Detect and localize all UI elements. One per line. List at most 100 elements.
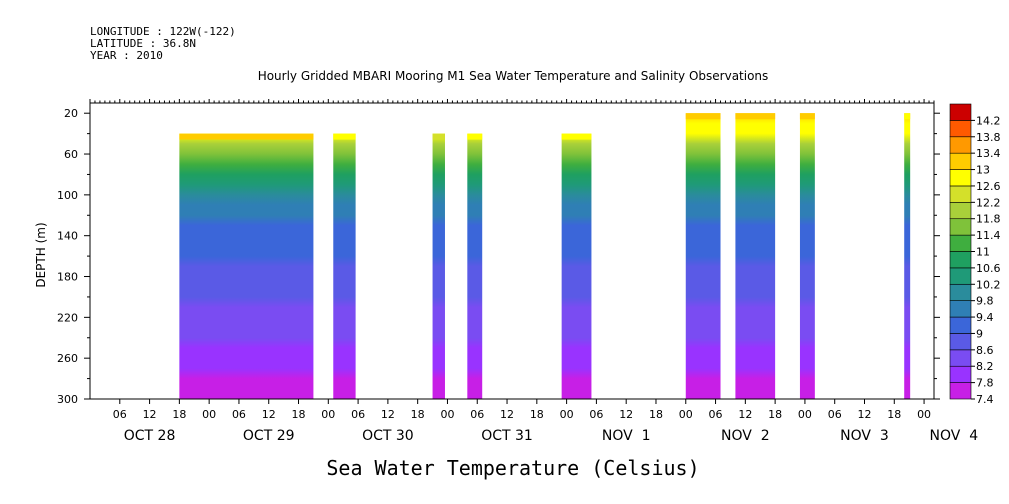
colorbar-label: 13.4 (976, 147, 1001, 160)
x-tick-label: 00 (798, 408, 812, 421)
y-axis-label: DEPTH (m) (34, 222, 48, 287)
colorbar-label: 8.2 (976, 360, 994, 373)
x-tick-label: 18 (411, 408, 425, 421)
x-day-label: OCT 30 (362, 428, 414, 444)
x-axis-label: Sea Water Temperature (Celsius) (326, 456, 699, 480)
surface-band (735, 113, 776, 120)
x-tick-label: 12 (857, 408, 871, 421)
data-segment (179, 133, 314, 399)
colorbar-label: 12.2 (976, 196, 1001, 209)
x-tick-label: 12 (143, 408, 157, 421)
x-tick-label: 00 (560, 408, 574, 421)
x-day-label: OCT 31 (481, 428, 533, 444)
x-day-label: NOV 4 (930, 428, 979, 444)
colorbar-swatch (949, 185, 972, 203)
x-tick-label: 06 (589, 408, 603, 421)
y-axis-ticks: 20 60 100 140 180 220 260 300 (57, 107, 940, 406)
colorbar-swatch (949, 169, 972, 187)
data-segments (179, 113, 911, 399)
surface-band (179, 133, 314, 140)
colorbar-swatch (949, 349, 972, 367)
x-day-label: OCT 28 (124, 428, 176, 444)
colorbar-label: 11 (976, 246, 990, 259)
colorbar-label: 12.6 (976, 180, 1001, 193)
colorbar-swatch (949, 136, 972, 154)
x-tick-label: 06 (470, 408, 484, 421)
colorbar-swatch (949, 365, 972, 383)
y-tick-label: 100 (57, 189, 78, 202)
data-segment (561, 133, 592, 399)
x-tick-label: 12 (381, 408, 395, 421)
colorbar-swatch (949, 316, 972, 334)
colorbar-swatch (949, 300, 972, 318)
colorbar-swatch (949, 103, 972, 121)
colorbar-label: 9.8 (976, 295, 994, 308)
data-segment (799, 113, 815, 399)
colorbar-swatch (949, 234, 972, 252)
x-tick-label: 18 (768, 408, 782, 421)
x-tick-label: 18 (649, 408, 663, 421)
x-tick-label: 18 (887, 408, 901, 421)
x-tick-label: 00 (202, 408, 216, 421)
y-tick-label: 180 (57, 271, 78, 284)
colorbar-swatch (949, 382, 972, 400)
x-tick-label: 00 (321, 408, 335, 421)
colorbar-label: 11.4 (976, 229, 1001, 242)
colorbar-swatch (949, 251, 972, 269)
data-segment (904, 113, 911, 399)
colorbar-swatch (949, 218, 972, 236)
x-tick-label: 12 (619, 408, 633, 421)
x-tick-label: 06 (351, 408, 365, 421)
y-tick-label: 220 (57, 311, 78, 324)
colorbar-label: 9.4 (976, 311, 994, 324)
colorbar-label: 14.2 (976, 114, 1001, 127)
colorbar-label: 13 (976, 164, 990, 177)
x-tick-label: 00 (679, 408, 693, 421)
colorbar-label: 11.8 (976, 213, 1001, 226)
colorbar-label: 7.4 (976, 393, 994, 406)
colorbar-label: 7.8 (976, 377, 994, 390)
y-tick-label: 300 (57, 393, 78, 406)
surface-band (467, 133, 483, 140)
colorbar-swatch (949, 120, 972, 138)
surface-band (904, 113, 911, 120)
x-tick-label: 06 (709, 408, 723, 421)
x-tick-label: 12 (262, 408, 276, 421)
surface-band (333, 133, 356, 140)
colorbar-swatch (949, 267, 972, 285)
x-tick-label: 06 (828, 408, 842, 421)
chart-title: Hourly Gridded MBARI Mooring M1 Sea Wate… (258, 69, 769, 83)
x-tick-label: 12 (500, 408, 514, 421)
colorbar-label: 9 (976, 327, 983, 340)
data-segment (467, 133, 483, 399)
x-tick-label: 00 (440, 408, 454, 421)
y-tick-label: 60 (64, 148, 78, 161)
colorbar-swatch (949, 152, 972, 170)
x-tick-label: 00 (917, 408, 931, 421)
x-tick-label: 18 (292, 408, 306, 421)
x-day-label: OCT 29 (243, 428, 295, 444)
x-day-label: NOV 2 (721, 428, 770, 444)
colorbar-swatch (949, 333, 972, 351)
data-segment (685, 113, 721, 399)
data-segment (333, 133, 356, 399)
year-label: YEAR : 2010 (90, 49, 163, 62)
y-tick-label: 260 (57, 352, 78, 365)
colorbar-swatch (949, 283, 972, 301)
x-tick-label: 18 (172, 408, 186, 421)
surface-band (432, 133, 445, 140)
longitude-label: LONGITUDE : 122W(-122) (90, 25, 236, 38)
colorbar-swatch (949, 202, 972, 220)
x-tick-label: 06 (113, 408, 127, 421)
data-segment (432, 133, 445, 399)
colorbar-label: 8.6 (976, 344, 994, 357)
x-axis-ticks: 06 12 18 00 06 12 18 00 06 12 18 00 06 12 18 00 06 12 18 00… (89, 99, 979, 444)
surface-band (561, 133, 592, 140)
data-segment (735, 113, 776, 399)
x-tick-label: 18 (530, 408, 544, 421)
colorbar-label: 13.8 (976, 131, 1001, 144)
latitude-label: LATITUDE : 36.8N (90, 37, 196, 50)
x-day-label: NOV 3 (840, 428, 889, 444)
colorbar: 7.4 7.8 8.2 8.6 9 9.4 9.8 10.2 10.6 11 11.4 11.8 12.… (949, 103, 1001, 406)
